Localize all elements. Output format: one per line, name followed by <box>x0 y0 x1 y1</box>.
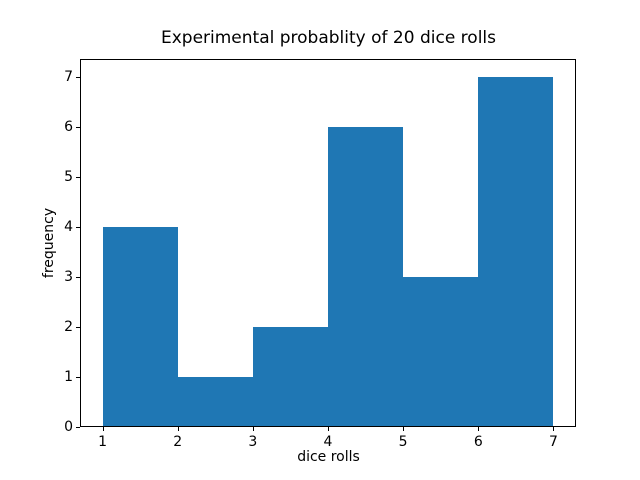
y-tick-mark <box>76 76 80 78</box>
chart-title: Experimental probablity of 20 dice rolls <box>160 28 497 48</box>
y-tick-mark <box>76 126 80 128</box>
histogram-bar <box>478 76 554 427</box>
x-tick-label: 1 <box>98 434 108 450</box>
x-tick-mark <box>403 427 405 431</box>
histogram-bar <box>177 376 253 427</box>
y-tick-mark <box>76 376 80 378</box>
y-tick-label: 0 <box>64 419 73 435</box>
y-tick-label: 6 <box>64 118 73 135</box>
y-tick-label: 1 <box>64 368 73 385</box>
y-tick-mark <box>76 276 80 278</box>
y-tick-mark <box>76 427 80 428</box>
x-tick-label: 6 <box>473 434 483 450</box>
x-tick-mark <box>553 427 555 431</box>
x-axis-label: dice rolls <box>297 449 360 465</box>
histogram-bar <box>252 326 328 427</box>
x-tick-mark <box>177 427 179 431</box>
y-tick-mark <box>76 226 80 228</box>
x-tick-mark <box>478 427 480 431</box>
y-tick-mark <box>76 176 80 178</box>
y-tick-label: 7 <box>64 68 73 85</box>
y-tick-label: 2 <box>64 318 73 335</box>
x-tick-label: 2 <box>173 434 183 450</box>
y-tick-label: 3 <box>64 268 73 285</box>
y-tick-label: 5 <box>64 168 73 185</box>
x-tick-label: 7 <box>548 434 558 450</box>
histogram-bar <box>403 276 479 427</box>
x-tick-mark <box>252 427 254 431</box>
histogram-bar <box>328 126 404 427</box>
x-tick-label: 3 <box>248 434 258 450</box>
y-tick-label: 4 <box>64 218 73 235</box>
x-tick-mark <box>102 427 104 431</box>
histogram-bar <box>102 226 178 427</box>
x-tick-label: 4 <box>323 434 333 450</box>
x-tick-mark <box>328 427 329 431</box>
x-tick-label: 5 <box>398 434 408 450</box>
plot-area <box>80 59 576 427</box>
y-tick-mark <box>76 326 80 328</box>
